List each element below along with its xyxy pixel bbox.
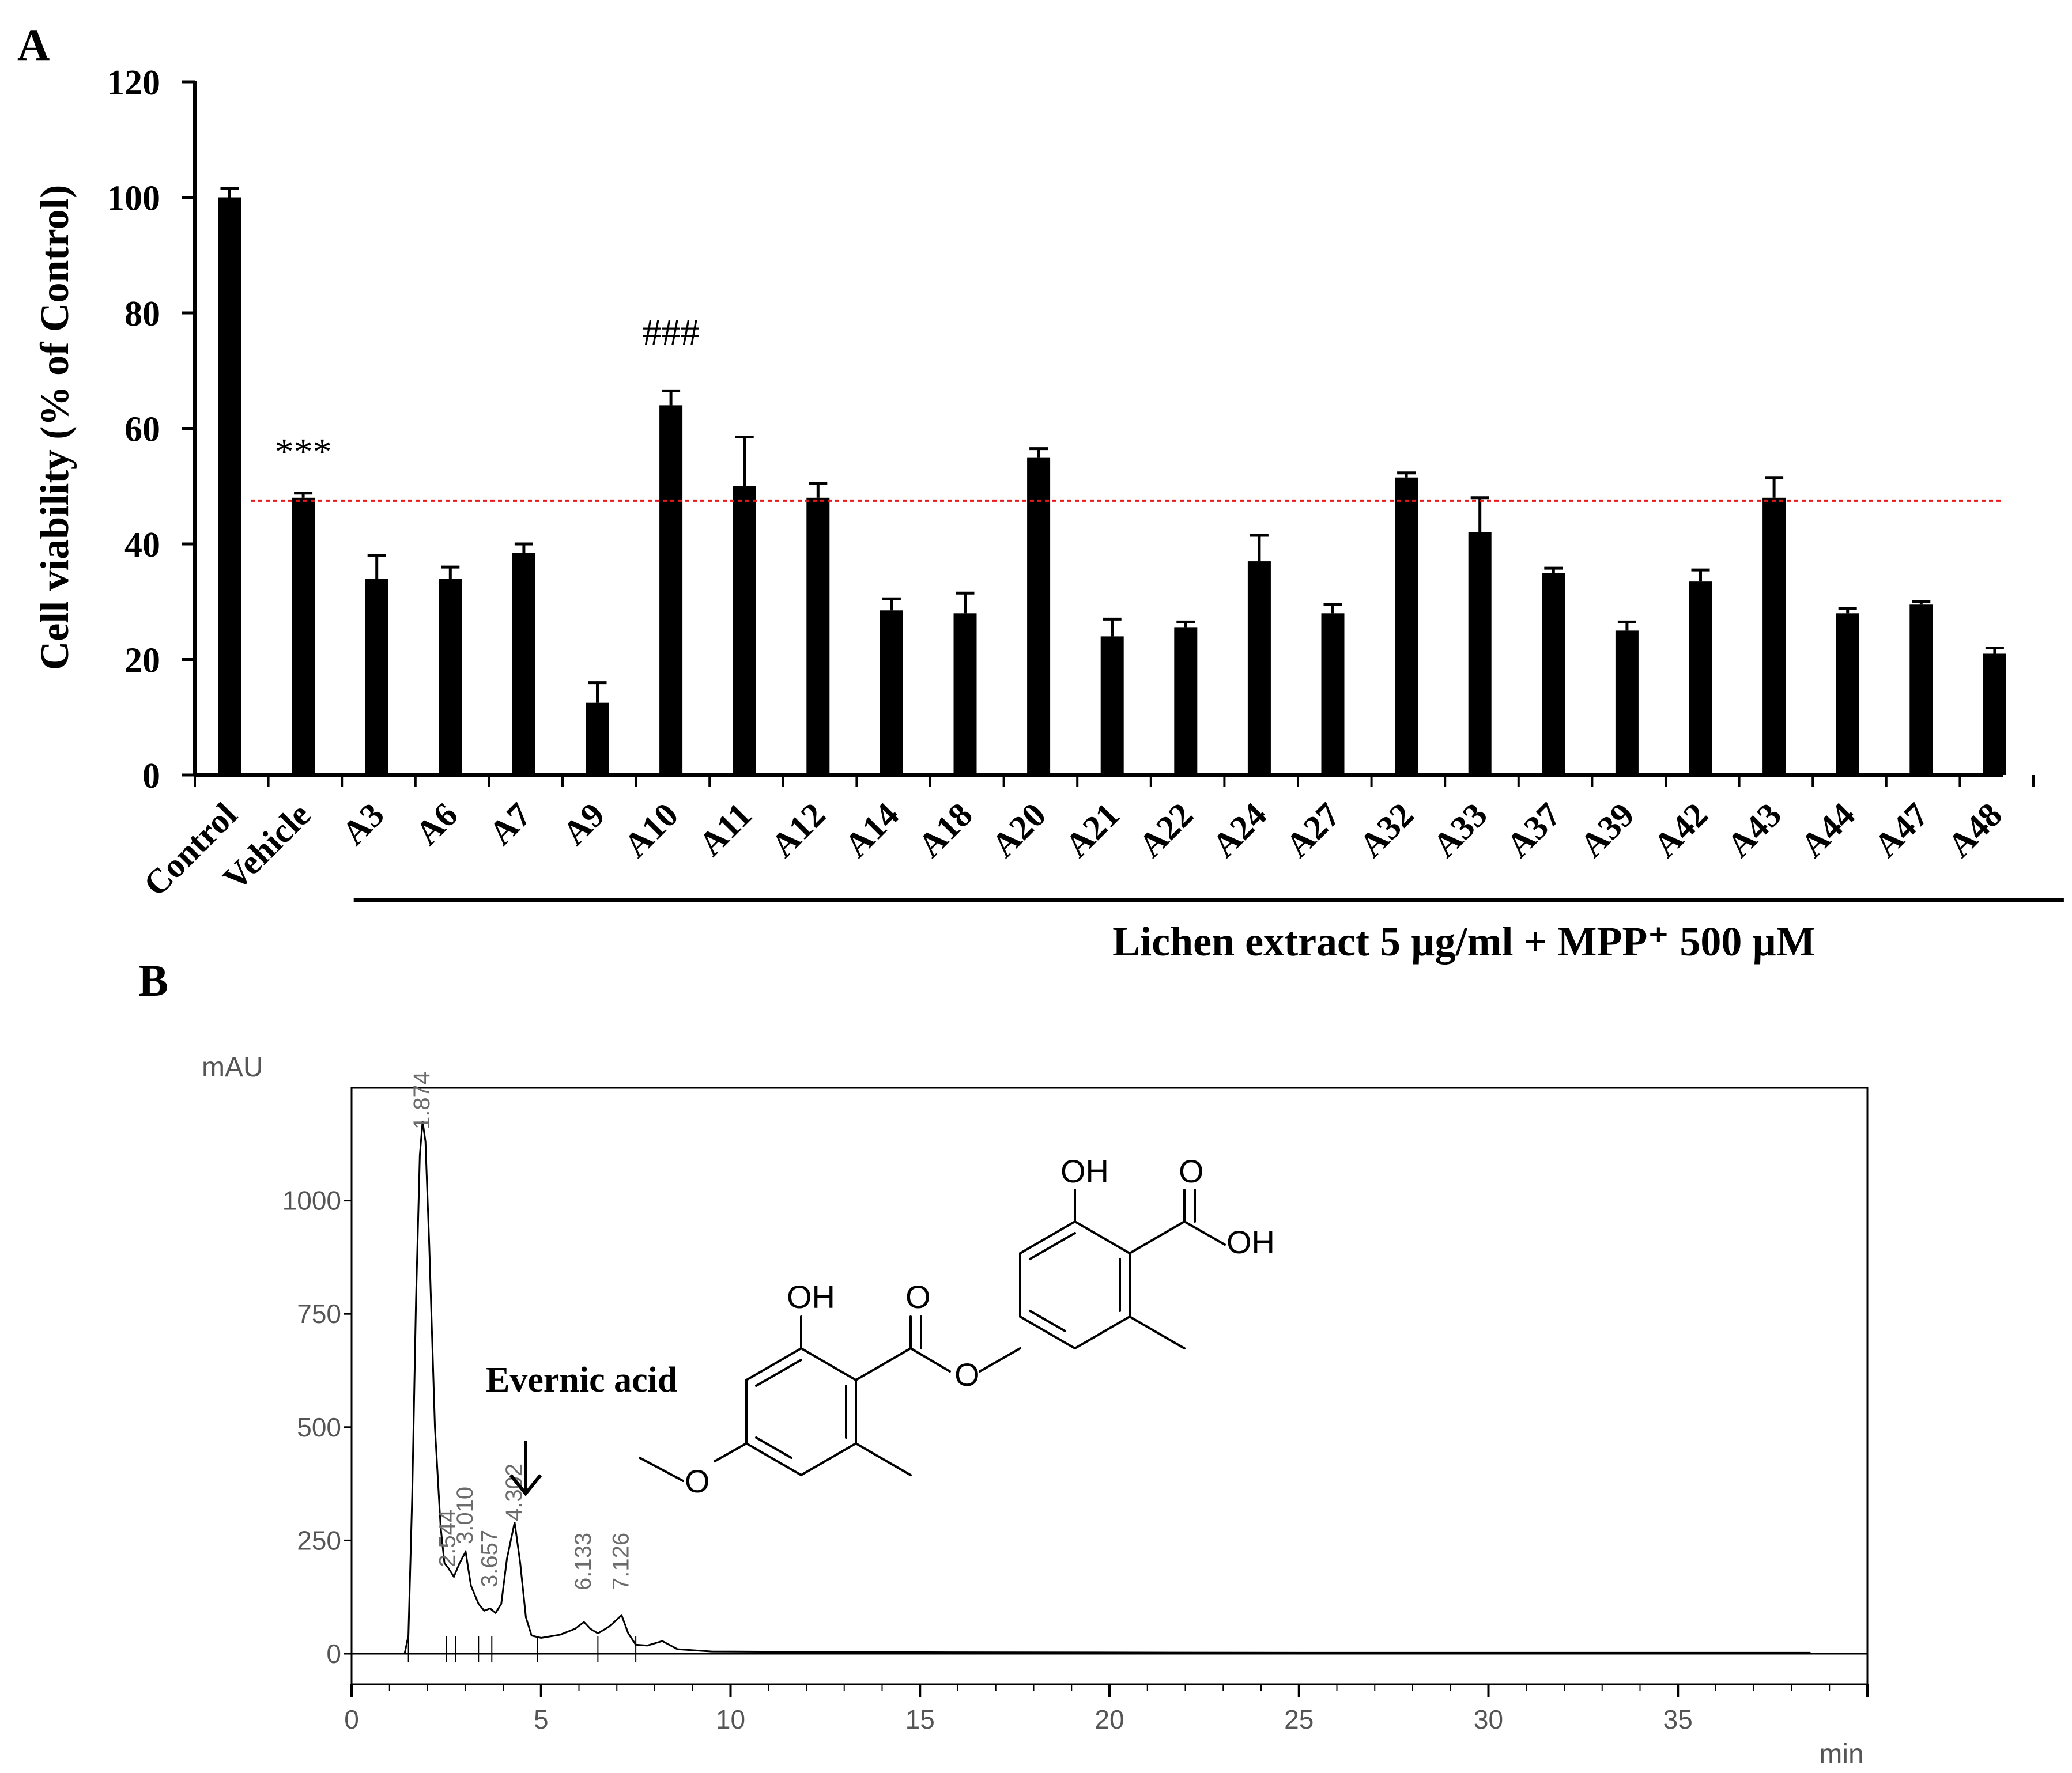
y-tick-label: 500 bbox=[297, 1412, 341, 1442]
category-label: A21 bbox=[1058, 796, 1127, 865]
y-tick-label: 1000 bbox=[282, 1186, 341, 1216]
structure-o-ester: O bbox=[905, 1279, 931, 1315]
x-tick-label: 10 bbox=[716, 1704, 745, 1734]
bar bbox=[1321, 613, 1345, 775]
peak-label: 3.010 bbox=[452, 1487, 478, 1544]
category-label: A33 bbox=[1425, 796, 1494, 865]
panel-label-a: A bbox=[17, 20, 50, 70]
category-label: A6 bbox=[408, 796, 465, 853]
category-label: A3 bbox=[334, 796, 391, 853]
category-label: A47 bbox=[1867, 796, 1936, 865]
category-label: Control bbox=[136, 796, 244, 903]
x-tick-label: 0 bbox=[344, 1704, 359, 1734]
category-label: A11 bbox=[691, 796, 758, 863]
category-label: A37 bbox=[1499, 796, 1568, 865]
y-tick-label: 0 bbox=[142, 757, 160, 796]
peak-label: 6.133 bbox=[571, 1533, 596, 1590]
y-tick-label: 0 bbox=[326, 1639, 341, 1669]
x-tick-label: 15 bbox=[905, 1704, 935, 1734]
peak-label: 7.126 bbox=[609, 1533, 634, 1590]
category-label: A10 bbox=[617, 796, 686, 865]
bar bbox=[1762, 497, 1786, 775]
category-label: A22 bbox=[1131, 796, 1201, 865]
y-tick-label: 750 bbox=[297, 1299, 341, 1329]
bar bbox=[1615, 630, 1639, 775]
category-label: A43 bbox=[1720, 796, 1789, 865]
x-tick-label: 25 bbox=[1284, 1704, 1314, 1734]
significance-mark: *** bbox=[275, 431, 332, 473]
y-tick-label: 80 bbox=[124, 294, 160, 334]
category-label: A12 bbox=[764, 796, 833, 865]
down-arrow-icon bbox=[509, 1441, 542, 1496]
category-label: A20 bbox=[984, 796, 1054, 865]
y-tick-label: 120 bbox=[107, 63, 160, 103]
bar bbox=[512, 553, 535, 775]
y-axis-label-b: mAU bbox=[202, 1052, 263, 1083]
x-tick-label: 35 bbox=[1663, 1704, 1693, 1734]
x-axis-label-a: Lichen extract 5 µg/ml + MPP⁺ 500 µM bbox=[1112, 918, 1816, 965]
structure-o-methoxy: O bbox=[685, 1463, 710, 1499]
bar bbox=[1542, 573, 1565, 775]
bar bbox=[1174, 627, 1198, 775]
bar bbox=[365, 579, 388, 775]
bar bbox=[1909, 604, 1933, 775]
y-axis-label-a: Cell viability (% of Control) bbox=[33, 185, 77, 671]
peak-label: 2.544 bbox=[435, 1510, 460, 1567]
y-tick-label: 20 bbox=[124, 641, 160, 681]
category-label: A32 bbox=[1352, 796, 1421, 865]
bar bbox=[1027, 457, 1051, 775]
structure-oh-right: OH bbox=[1060, 1153, 1109, 1189]
category-label: A48 bbox=[1940, 796, 2009, 865]
category-label: A18 bbox=[911, 796, 980, 865]
category-label: A27 bbox=[1278, 796, 1348, 865]
x-tick-label: 20 bbox=[1095, 1704, 1124, 1734]
y-tick-label: 100 bbox=[107, 179, 160, 218]
hplc-chromatogram: mAU min 0 250 500 750 1000 0 5 10 15 20 25 30 35 1.… bbox=[202, 1052, 1869, 1770]
y-tick-label: 40 bbox=[124, 526, 160, 565]
y-tick-label: 60 bbox=[124, 410, 160, 449]
structure-o-acid: O bbox=[1179, 1153, 1204, 1189]
peak-label: 1.874 bbox=[409, 1072, 435, 1129]
structure-oh-left: OH bbox=[787, 1279, 835, 1315]
y-tick-label: 250 bbox=[297, 1525, 341, 1555]
x-tick-label: 30 bbox=[1474, 1704, 1503, 1734]
category-label: A39 bbox=[1572, 796, 1641, 865]
bar bbox=[659, 405, 683, 775]
bar bbox=[292, 497, 315, 775]
bar bbox=[953, 613, 977, 775]
bar bbox=[880, 610, 903, 775]
category-label: A44 bbox=[1793, 796, 1862, 865]
category-label: A7 bbox=[482, 796, 539, 853]
bar bbox=[1468, 532, 1492, 775]
bar bbox=[1100, 636, 1124, 775]
category-label: A42 bbox=[1646, 796, 1715, 865]
bar bbox=[1983, 653, 2006, 775]
chromatogram-trace bbox=[352, 1121, 1811, 1655]
bar bbox=[586, 702, 609, 775]
bar bbox=[439, 579, 462, 775]
structure-o-bridge: O bbox=[954, 1356, 980, 1393]
compound-label: Evernic acid bbox=[486, 1360, 677, 1400]
structure-oh-acid: OH bbox=[1226, 1224, 1275, 1260]
category-label: A9 bbox=[555, 796, 612, 853]
bar bbox=[733, 486, 756, 775]
category-label: A24 bbox=[1205, 796, 1274, 865]
bar bbox=[806, 497, 830, 775]
evernic-acid-structure bbox=[639, 1189, 1226, 1482]
x-axis-label-b: min bbox=[1819, 1739, 1863, 1770]
peak-label: 3.657 bbox=[477, 1530, 502, 1587]
bar bbox=[1689, 581, 1712, 775]
bar bbox=[1395, 477, 1418, 775]
bar bbox=[1247, 561, 1271, 775]
x-tick-label: 5 bbox=[534, 1704, 549, 1734]
bar bbox=[218, 197, 241, 775]
significance-mark: ### bbox=[643, 311, 700, 353]
bar bbox=[1836, 613, 1859, 775]
category-label: A14 bbox=[837, 796, 906, 865]
panel-label-b: B bbox=[138, 955, 168, 1005]
